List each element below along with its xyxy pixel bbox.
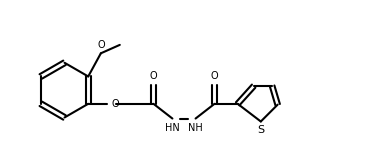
Text: HN: HN xyxy=(165,123,180,133)
Text: O: O xyxy=(97,40,105,50)
Text: S: S xyxy=(257,125,264,135)
Text: O: O xyxy=(111,99,119,109)
Text: O: O xyxy=(211,71,218,81)
Text: O: O xyxy=(150,71,157,81)
Text: NH: NH xyxy=(188,123,203,133)
